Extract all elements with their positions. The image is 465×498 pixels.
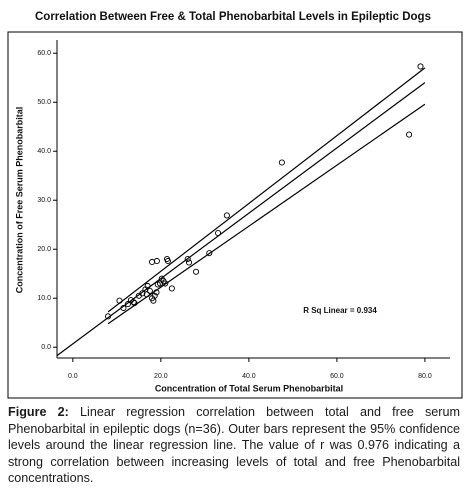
data-point [149, 258, 156, 266]
data-point [105, 313, 112, 320]
data-point [184, 255, 191, 263]
caption-text: Linear regression correlation between to… [8, 405, 460, 485]
chart-title: Correlation Between Free & Total Phenoba… [35, 11, 431, 23]
data-point [144, 282, 151, 290]
data-point [164, 257, 171, 265]
data-point [153, 289, 160, 296]
data-point [185, 259, 193, 266]
annotation: R Sq Linear = 0.934 [303, 306, 377, 315]
data-point [143, 291, 150, 298]
data-point [116, 297, 123, 304]
y-tick-label: 30.0 [37, 197, 51, 204]
x-axis-label: Concentration of Total Serum Phenobarbit… [155, 383, 343, 393]
data-point [193, 268, 200, 275]
data-point [131, 300, 138, 307]
caption: Figure 2: Linear regression correlation … [8, 404, 460, 487]
y-tick-label: 0.0 [41, 344, 51, 351]
y-tick-label: 60.0 [37, 50, 51, 57]
y-tick-label: 50.0 [37, 99, 51, 106]
caption-label: Figure 2: [8, 405, 69, 419]
regression-line [107, 67, 426, 313]
data-point [124, 301, 131, 308]
data-point [278, 159, 285, 166]
x-tick-label: 60.0 [330, 373, 344, 380]
y-axis-label: Concentration of Free Serum Phenobarbita… [14, 107, 24, 294]
x-tick-label: 80.0 [418, 373, 432, 380]
data-point [223, 212, 230, 219]
data-point [215, 230, 222, 237]
x-tick-label: 0.0 [68, 373, 78, 380]
chart: Correlation Between Free & Total Phenoba… [7, 11, 463, 399]
data-point [162, 280, 169, 287]
data-point [153, 257, 160, 265]
data-point [417, 63, 424, 70]
x-tick-label: 40.0 [242, 373, 256, 380]
y-tick-label: 40.0 [37, 148, 51, 155]
data-point [146, 287, 153, 294]
data-point [139, 290, 146, 297]
chart-frame [7, 31, 463, 399]
data-point [151, 292, 158, 299]
y-tick-label: 20.0 [37, 246, 51, 253]
regression-line [107, 103, 426, 325]
data-point [130, 299, 137, 306]
data-point [120, 304, 127, 312]
regression-line [56, 82, 426, 357]
data-point [168, 285, 175, 292]
y-tick-label: 10.0 [37, 295, 51, 302]
data-point [206, 250, 213, 257]
x-tick-label: 20.0 [154, 373, 168, 380]
data-point [406, 131, 413, 138]
